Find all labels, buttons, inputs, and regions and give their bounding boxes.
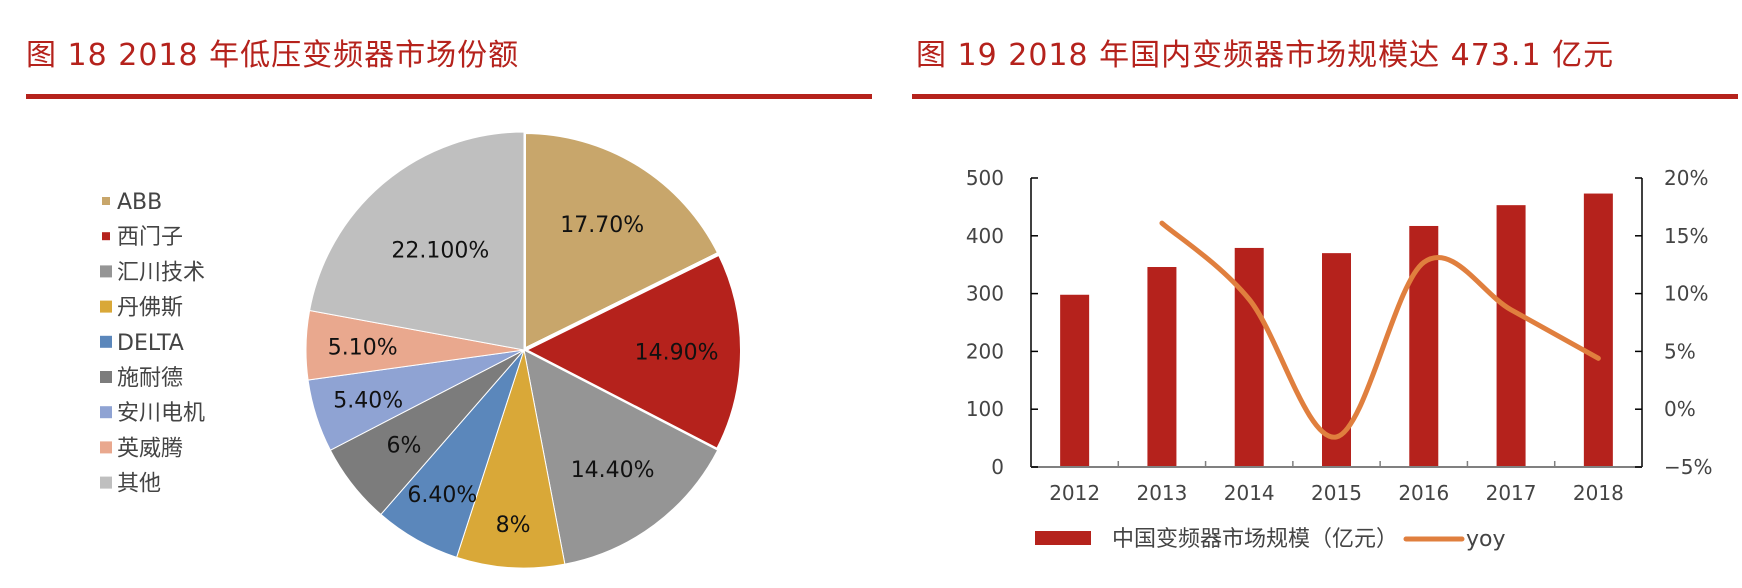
pie-slice-汇川技术 — [523, 349, 719, 565]
legend-item-label: 汇川技术 — [117, 260, 205, 285]
bar-2014 — [1234, 247, 1264, 467]
left-axis-tick-label: 500 — [966, 166, 1004, 190]
pie-data-label: 17.70% — [560, 213, 644, 238]
bar-2018 — [1583, 193, 1613, 467]
market-share-pie-chart: 17.70% 14.90% 14.40% 8% 6.40% 6% 5.40% 5.10% 22.… — [100, 129, 744, 569]
figure-18-title: 图 18 2018 年低压变频器市场份额 — [26, 38, 520, 73]
x-axis-tick-label: 2018 — [1573, 481, 1624, 505]
pie-data-label: 5.40% — [333, 389, 403, 414]
left-axis-tick-label: 100 — [966, 397, 1004, 421]
pie-data-label: 14.40% — [571, 458, 655, 483]
left-axis-tick-label: 0 — [991, 455, 1004, 479]
legend-swatch-icon — [100, 406, 112, 419]
legend-item-label: 英威腾 — [117, 436, 183, 461]
x-axis-tick-label: 2015 — [1311, 481, 1362, 505]
legend-item-label: 中国变频器市场规模（亿元） — [1112, 527, 1398, 552]
market-size-bar-line-chart: 0 100 200 300 400 500 −5% 0% 5% 10% 15% 20% 2012 2013… — [966, 166, 1713, 552]
bar-2016 — [1409, 225, 1439, 467]
pie-slice-其他 — [309, 131, 525, 351]
legend-item-label: yoy — [1466, 527, 1506, 552]
x-axis-tick-label: 2017 — [1486, 481, 1537, 505]
left-axis-tick-label: 200 — [966, 339, 1004, 363]
bar-2012 — [1060, 294, 1090, 467]
legend-item-label: ABB — [117, 190, 162, 215]
legend-item-label: 施耐德 — [117, 366, 183, 391]
right-axis-tick-label: −5% — [1664, 455, 1713, 479]
legend-swatch-icon — [100, 335, 112, 348]
left-axis-tick-label: 300 — [966, 282, 1004, 306]
right-axis-tick-label: 5% — [1664, 339, 1696, 363]
legend-swatch-icon — [100, 371, 112, 383]
figure-18-title-rule — [26, 94, 872, 99]
pie-slice-ABB — [522, 129, 723, 354]
pie-data-label: 14.90% — [635, 340, 719, 365]
right-axis-tick-label: 10% — [1664, 282, 1708, 306]
legend-swatch-icon — [102, 232, 110, 241]
bars — [1060, 193, 1613, 467]
figure-19-panel: 图 19 2018 年国内变频器市场规模达 473.1 亿元 0 100 200 30… — [880, 0, 1742, 588]
pie-slice-丹佛斯 — [456, 349, 566, 569]
right-axis-tick-label: 20% — [1664, 166, 1708, 190]
figure-18-panel: 图 18 2018 年低压变频器市场份额 17.70% 14.90% 14.40% 8… — [26, 38, 872, 569]
x-axis-tick-label: 2014 — [1224, 481, 1275, 505]
legend-swatch-icon — [102, 197, 110, 205]
bar-2013 — [1147, 267, 1177, 467]
legend-item-label: 其他 — [117, 472, 161, 497]
legend-swatch-icon — [100, 441, 112, 454]
left-axis-tick-label: 400 — [966, 224, 1004, 248]
right-axis-tick-label: 15% — [1664, 224, 1708, 248]
legend-item-label: 丹佛斯 — [117, 296, 183, 321]
pie-data-label: 6% — [387, 433, 422, 458]
pie-data-label: 6.40% — [407, 483, 477, 508]
right-axis-tick-label: 0% — [1664, 397, 1696, 421]
legend-swatch-icon — [100, 300, 112, 313]
legend-bar-swatch-icon — [1035, 531, 1091, 545]
legend-swatch-icon — [100, 265, 112, 278]
pie-slice-西门子 — [519, 250, 744, 453]
x-axis-tick-label: 2013 — [1136, 481, 1187, 505]
legend-swatch-icon — [100, 476, 112, 489]
pie-slices: 17.70% 14.90% 14.40% 8% 6.40% 6% 5.40% 5.10% 22.… — [305, 129, 744, 569]
pie-data-label: 22.100% — [391, 238, 489, 263]
x-axis-tick-label: 2016 — [1398, 481, 1449, 505]
legend-item-label: 西门子 — [117, 225, 183, 250]
axes: 0 100 200 300 400 500 −5% 0% 5% 10% 15% 20% 2012 2013… — [966, 166, 1713, 505]
figure-19-title-rule — [912, 94, 1738, 99]
bar-chart-legend: 中国变频器市场规模（亿元） yoy — [1035, 527, 1506, 552]
pie-data-label: 8% — [496, 513, 531, 538]
pie-data-label: 5.10% — [328, 335, 398, 360]
legend-item-label: 安川电机 — [117, 401, 205, 426]
figure-19-title: 图 19 2018 年国内变频器市场规模达 473.1 亿元 — [916, 38, 1615, 73]
bar-2017 — [1496, 205, 1526, 467]
yoy-line — [1159, 220, 1601, 440]
legend-item-label: DELTA — [117, 331, 184, 356]
x-axis-tick-label: 2012 — [1049, 481, 1100, 505]
